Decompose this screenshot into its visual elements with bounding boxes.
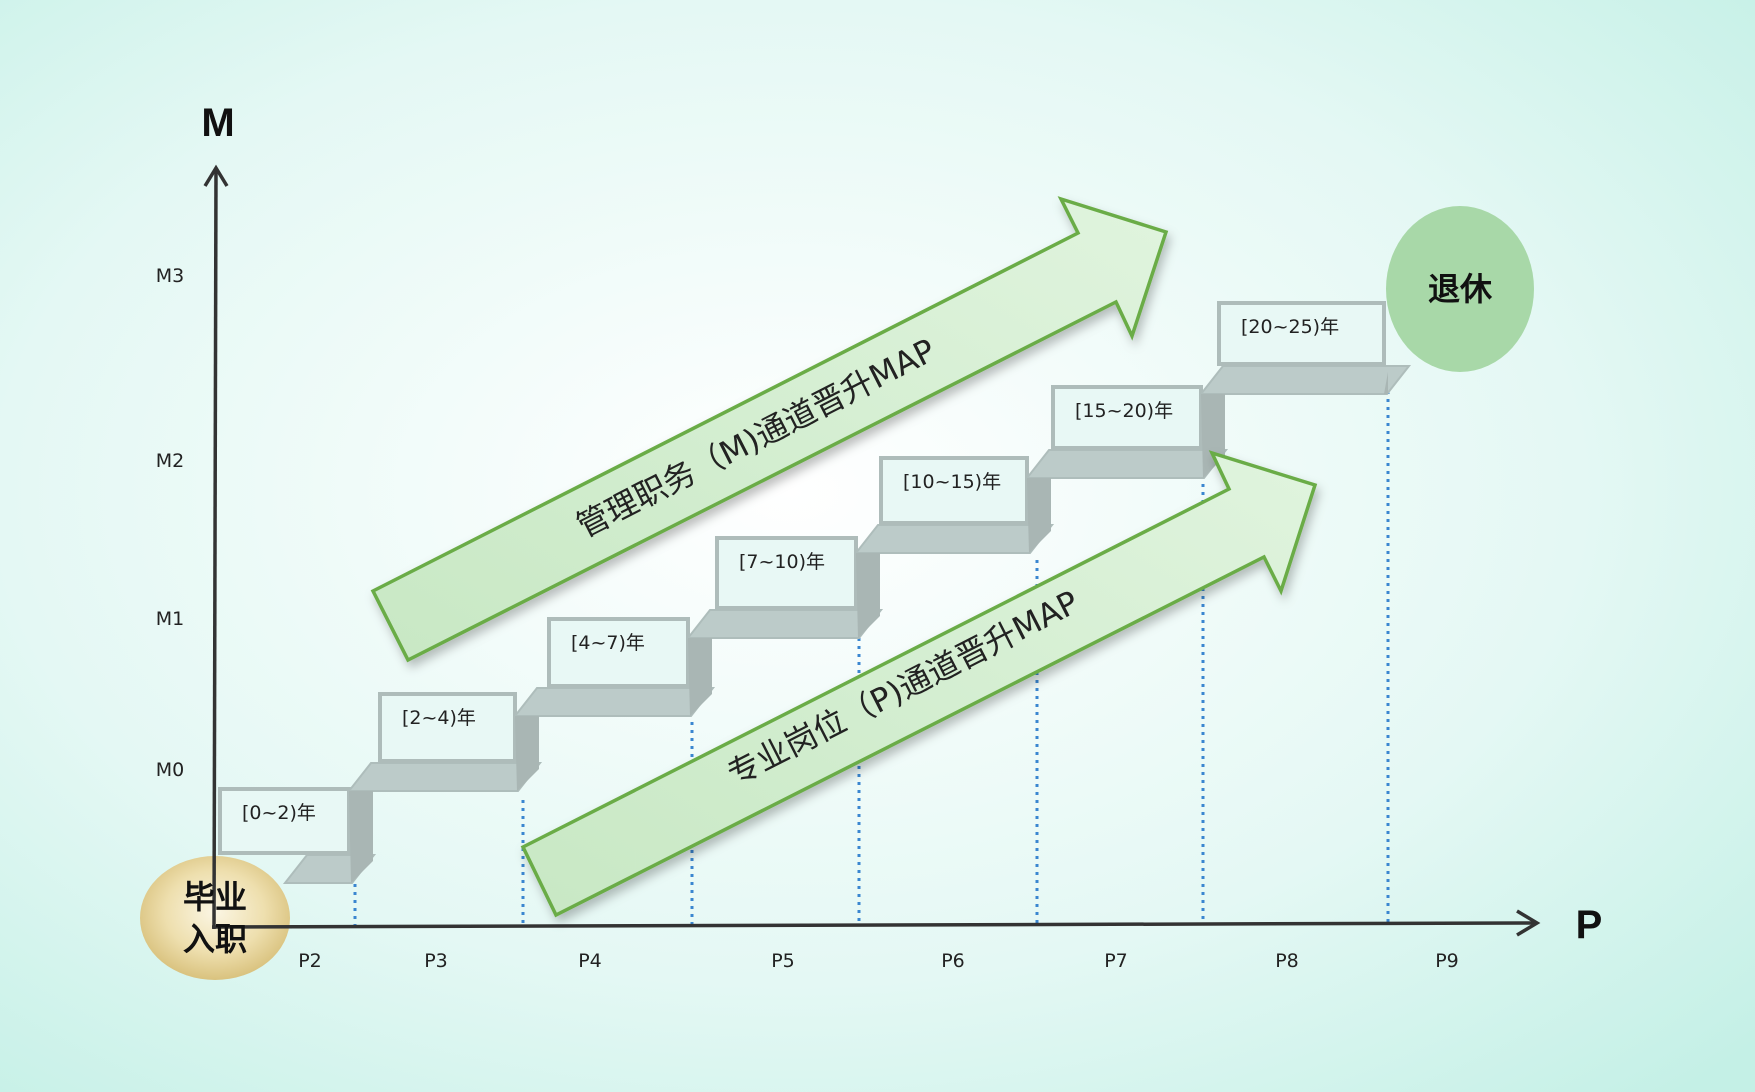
retirement-circle xyxy=(1386,206,1534,372)
step-shelf xyxy=(1198,365,1412,395)
stage-label: [15~20)年 xyxy=(1075,400,1173,422)
step-shelf xyxy=(685,609,884,639)
step-riser xyxy=(1027,478,1051,553)
stage-step: [0~2)年 xyxy=(218,787,377,884)
p-level-label: P2 xyxy=(298,950,322,972)
stage-box xyxy=(1217,301,1386,366)
step-shelf xyxy=(1024,449,1229,479)
start-label-line2: 入职 xyxy=(183,920,247,958)
step-riser xyxy=(349,791,373,883)
step-riser xyxy=(515,716,539,791)
m-level-label: M3 xyxy=(156,265,184,287)
step-riser xyxy=(856,553,880,638)
m-level-label: M2 xyxy=(156,450,184,472)
p-level-label: P8 xyxy=(1275,950,1299,972)
stage-step: [20~25)年 xyxy=(1198,301,1412,478)
y-axis-title: M xyxy=(201,101,234,145)
stage-step: [2~4)年 xyxy=(346,692,543,883)
stage-box xyxy=(715,536,858,610)
stage-label: [10~15)年 xyxy=(903,471,1001,493)
stage-label: [4~7)年 xyxy=(571,632,645,654)
staircase: [0~2)年 [2~4)年 [4~7)年 [7~10)年 [10~15)年 [15~20)… xyxy=(218,301,1412,884)
stage-label: [7~10)年 xyxy=(739,551,825,573)
x-axis-arrowhead xyxy=(1516,909,1541,937)
stage-step: [10~15)年 xyxy=(853,456,1055,638)
x-axis xyxy=(211,921,1538,929)
step-shelf xyxy=(853,524,1055,554)
step-riser xyxy=(1384,372,1388,394)
axes xyxy=(203,164,1541,937)
step-riser xyxy=(688,638,712,716)
professional-arrow xyxy=(520,450,1318,918)
stage-step: [7~10)年 xyxy=(685,536,884,716)
management-arrow xyxy=(370,196,1169,663)
x-axis-title: P xyxy=(1576,903,1603,947)
stage-label: [0~2)年 xyxy=(242,802,316,824)
y-axis-arrowhead xyxy=(203,164,229,187)
p-level-label: P3 xyxy=(424,950,448,972)
step-shelf xyxy=(512,687,716,717)
stage-box xyxy=(378,692,517,763)
p-level-label: P6 xyxy=(941,950,965,972)
stage-label: [20~25)年 xyxy=(1241,316,1339,338)
p-level-label: P5 xyxy=(771,950,795,972)
retirement-label: 退休 xyxy=(1428,270,1493,308)
m-level-label: M1 xyxy=(156,608,184,630)
start-label-line1: 毕业 xyxy=(183,878,247,916)
stage-box xyxy=(547,617,690,688)
stage-step: [4~7)年 xyxy=(512,617,716,791)
m-level-label: M0 xyxy=(156,759,184,781)
stage-box xyxy=(879,456,1029,525)
p-level-label: P4 xyxy=(578,950,602,972)
y-axis xyxy=(212,167,218,930)
p-level-label: P7 xyxy=(1104,950,1128,972)
p-level-label: P9 xyxy=(1435,950,1459,972)
stage-step: [15~20)年 xyxy=(1024,385,1229,553)
stage-box xyxy=(1051,385,1203,450)
step-shelf xyxy=(346,762,543,792)
stage-box xyxy=(218,787,351,855)
stage-label: [2~4)年 xyxy=(402,707,476,729)
